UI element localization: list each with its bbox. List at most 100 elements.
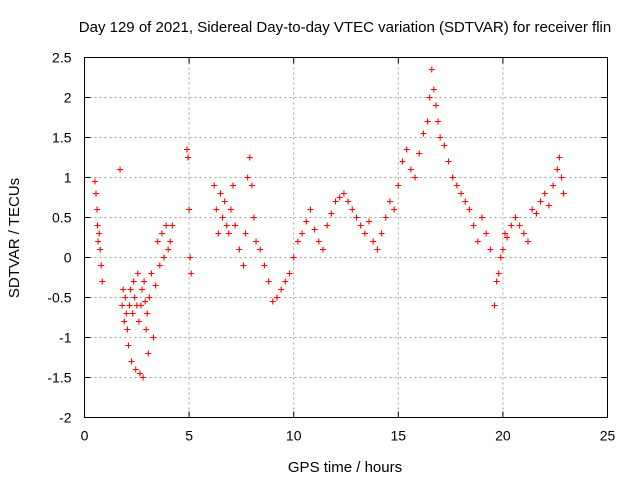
data-point — [303, 218, 310, 225]
data-point — [91, 178, 98, 185]
data-point — [217, 190, 224, 197]
data-point — [353, 214, 360, 221]
y-tick-label: 0.5 — [52, 210, 72, 226]
data-point — [253, 238, 260, 245]
data-point — [336, 194, 343, 201]
data-point — [186, 206, 193, 213]
data-point — [525, 238, 532, 245]
data-point — [328, 210, 335, 217]
data-point — [128, 358, 135, 365]
data-point — [127, 286, 134, 293]
data-point — [99, 278, 106, 285]
data-point — [424, 118, 431, 125]
data-point — [94, 206, 101, 213]
data-point — [345, 198, 352, 205]
data-point — [382, 214, 389, 221]
data-point — [96, 230, 103, 237]
data-point — [541, 190, 548, 197]
data-point — [462, 198, 469, 205]
data-point — [395, 182, 402, 189]
y-axis-ticks: -2 -1.5 -1 -0.5 0 0.5 1 1.5 2 2.5 — [47, 50, 608, 426]
data-point — [215, 230, 222, 237]
data-point — [374, 246, 381, 253]
data-point — [299, 230, 306, 237]
data-point — [504, 234, 511, 241]
data-point — [403, 146, 410, 153]
data-point — [136, 370, 143, 377]
data-point — [265, 278, 272, 285]
data-point — [458, 190, 465, 197]
data-point — [556, 154, 563, 161]
data-point — [211, 182, 218, 189]
data-point — [426, 94, 433, 101]
data-point — [93, 190, 100, 197]
x-tick-label: 0 — [81, 428, 89, 444]
data-point — [97, 246, 104, 253]
data-point — [311, 226, 318, 233]
data-point — [407, 166, 414, 173]
data-point — [435, 118, 442, 125]
data-point — [158, 230, 165, 237]
y-tick-label: 2.5 — [52, 50, 72, 66]
data-point — [129, 310, 136, 317]
data-point — [126, 302, 133, 309]
data-point — [150, 334, 157, 341]
data-point — [131, 294, 138, 301]
data-point — [432, 102, 439, 109]
grid-lines — [84, 57, 608, 418]
data-point — [148, 270, 155, 277]
data-point — [487, 246, 494, 253]
data-point — [378, 230, 385, 237]
data-point — [537, 198, 544, 205]
data-point — [319, 246, 326, 253]
data-point — [315, 238, 322, 245]
data-point — [236, 246, 243, 253]
y-tick-label: -0.5 — [47, 290, 71, 306]
data-point — [146, 294, 153, 301]
data-point — [144, 310, 151, 317]
data-point — [163, 222, 170, 229]
data-point — [242, 230, 249, 237]
data-point — [124, 326, 131, 333]
data-point — [120, 286, 127, 293]
data-point — [156, 262, 163, 269]
data-point — [307, 206, 314, 213]
data-point — [223, 222, 230, 229]
data-point — [495, 270, 502, 277]
data-point — [332, 198, 339, 205]
data-point — [441, 142, 448, 149]
y-tick-label: -1.5 — [47, 370, 71, 386]
data-point — [119, 302, 126, 309]
x-tick-label: 15 — [391, 428, 407, 444]
data-point — [491, 302, 498, 309]
data-point — [165, 246, 172, 253]
data-point — [533, 210, 540, 217]
data-point — [230, 182, 237, 189]
data-point — [240, 262, 247, 269]
data-point — [257, 246, 264, 253]
data-point — [117, 166, 124, 173]
data-point — [449, 174, 456, 181]
data-point — [453, 182, 460, 189]
data-point — [250, 214, 257, 221]
data-point — [221, 198, 228, 205]
data-point — [428, 66, 435, 73]
x-tick-label: 25 — [600, 428, 616, 444]
data-point — [94, 222, 101, 229]
data-point — [366, 218, 373, 225]
data-point — [135, 318, 142, 325]
data-point — [213, 206, 220, 213]
y-tick-label: 1 — [64, 170, 72, 186]
data-point — [261, 262, 268, 269]
data-point — [349, 206, 356, 213]
chart-title: Day 129 of 2021, Sidereal Day-to-day VTE… — [79, 19, 611, 36]
data-point — [248, 182, 255, 189]
data-point — [470, 222, 477, 229]
data-point — [466, 206, 473, 213]
y-tick-label: 1.5 — [52, 130, 72, 146]
data-point — [508, 222, 515, 229]
data-point — [246, 154, 253, 161]
data-point — [160, 254, 167, 261]
data-point — [520, 230, 527, 237]
data-point — [145, 350, 152, 357]
